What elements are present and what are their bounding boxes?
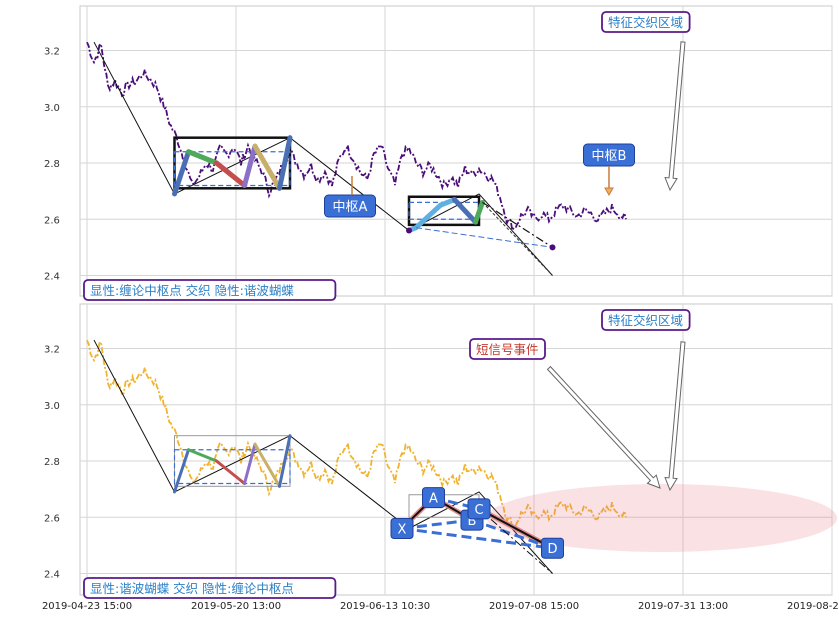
bottom-panel-caption-group: 显性:谐波蝴蝶 交织 隐性:缠论中枢点 [83, 577, 337, 599]
harmonic-connector [401, 518, 473, 530]
y-tick-label: 3.0 [44, 103, 60, 114]
point-A-box [422, 487, 445, 509]
bottom-panel-caption-frame [83, 577, 337, 599]
y-tick-label: 2.8 [44, 457, 60, 468]
trend-line [93, 339, 553, 574]
y-tick-label: 2.6 [44, 215, 60, 226]
hub-a-stroke [253, 442, 281, 488]
point-X-box [390, 518, 414, 539]
short-signal-arrow [546, 365, 661, 489]
point-A-label: A [429, 492, 438, 507]
hub-b-stroke [413, 202, 443, 231]
feature-zone-label-bottom: 特征交织区域 [608, 313, 683, 328]
harmonic-connector [401, 527, 553, 550]
short-signal-label-frame [469, 338, 546, 360]
hub-a-stroke [277, 135, 293, 191]
top-panel-caption-group: 显性:缠论中枢点 交织 隐性:谐波蝴蝶 [83, 279, 337, 301]
hub-b-stroke [473, 199, 485, 225]
point-C-label: C [474, 503, 483, 518]
hub-b-stroke [452, 197, 478, 225]
feature-zone-label-bottom-group: 特征交织区域 [601, 309, 691, 331]
feature-zone-label-bottom-frame [601, 309, 691, 331]
hub-a-box [174, 435, 291, 487]
hub-b-label: 中枢B [592, 149, 627, 164]
projection-line [478, 508, 553, 574]
top-panel-caption-frame [83, 279, 337, 301]
point-D-label: D [547, 542, 557, 557]
hub-a-stroke [215, 459, 246, 485]
x-tick-label: 2019-08-23 11:00 [787, 601, 839, 612]
feature-zone-label-top-group: 特征交织区域 [601, 11, 691, 33]
panel-top: 2.4 2.6 2.8 3.0 3.2 中枢A 中枢B [44, 5, 833, 297]
projection-line [482, 201, 553, 248]
hub-a-stroke [172, 149, 191, 197]
point-D-box [541, 537, 564, 559]
price-series [86, 339, 627, 531]
feature-zone-label-top-frame [601, 11, 691, 33]
x-tick-label: 2019-04-23 15:00 [42, 601, 132, 612]
bottom-panel-caption: 显性:谐波蝴蝶 交织 隐性:缠论中枢点 [90, 581, 294, 596]
x-tick-label: 2019-07-31 13:00 [638, 601, 728, 612]
projection-end-dot [549, 244, 556, 251]
x-tick-label: 2019-05-20 13:00 [191, 601, 281, 612]
y-tick-label: 2.8 [44, 159, 60, 170]
hub-a-stroke [186, 149, 219, 166]
y-tick-label: 2.4 [44, 570, 60, 581]
hub-a-inner [173, 449, 291, 485]
start-dot [406, 227, 412, 234]
trend-line [93, 41, 553, 276]
hub-a-inner [173, 151, 291, 187]
hub-a-stroke [278, 434, 292, 488]
hub-a-box [173, 136, 292, 190]
x-tick-label: 2019-06-13 10:30 [340, 601, 430, 612]
hub-a-label-box [324, 194, 376, 218]
feature-arrow-top [664, 41, 686, 192]
point-X-label: X [398, 523, 407, 538]
hub-a-label: 中枢A [333, 200, 368, 215]
point-B-label: B [468, 514, 477, 529]
projection-line [482, 202, 553, 276]
hub-b-arrowhead [604, 187, 614, 197]
y-tick-label: 3.2 [44, 345, 60, 356]
short-signal-label: 短信号事件 [476, 342, 539, 357]
hub-a-stroke [173, 448, 190, 494]
x-tick-label: 2019-07-08 15:00 [489, 601, 579, 612]
harmonic-leg [478, 507, 553, 550]
panel-bottom: 2.4 2.6 2.8 3.0 3.2 2019-04-23 15:00 2019-05-2… [42, 303, 839, 612]
hub-a-stroke [252, 143, 282, 191]
hub-a-stroke [242, 143, 258, 188]
y-tick-label: 3.2 [44, 47, 60, 58]
point-C-box [467, 498, 491, 520]
feature-zone-label-top: 特征交织区域 [608, 15, 683, 30]
short-signal-label-group: 短信号事件 [469, 338, 546, 360]
y-tick-label: 3.0 [44, 401, 60, 412]
signal-zone-ellipse [487, 484, 837, 552]
projection-line [415, 227, 553, 248]
feature-arrow-bottom [664, 341, 686, 492]
panel-frame [79, 5, 833, 297]
panel-frame [79, 303, 833, 596]
y-tick-label: 2.6 [44, 513, 60, 524]
hub-b-stroke [438, 197, 457, 208]
y-tick-label: 2.4 [44, 272, 60, 283]
hub-a-stroke [187, 448, 218, 463]
hub-a-stroke [243, 442, 257, 485]
hub-a-stroke [214, 160, 247, 188]
top-panel-caption: 显性:缠论中枢点 交织 隐性:谐波蝴蝶 [90, 283, 294, 298]
